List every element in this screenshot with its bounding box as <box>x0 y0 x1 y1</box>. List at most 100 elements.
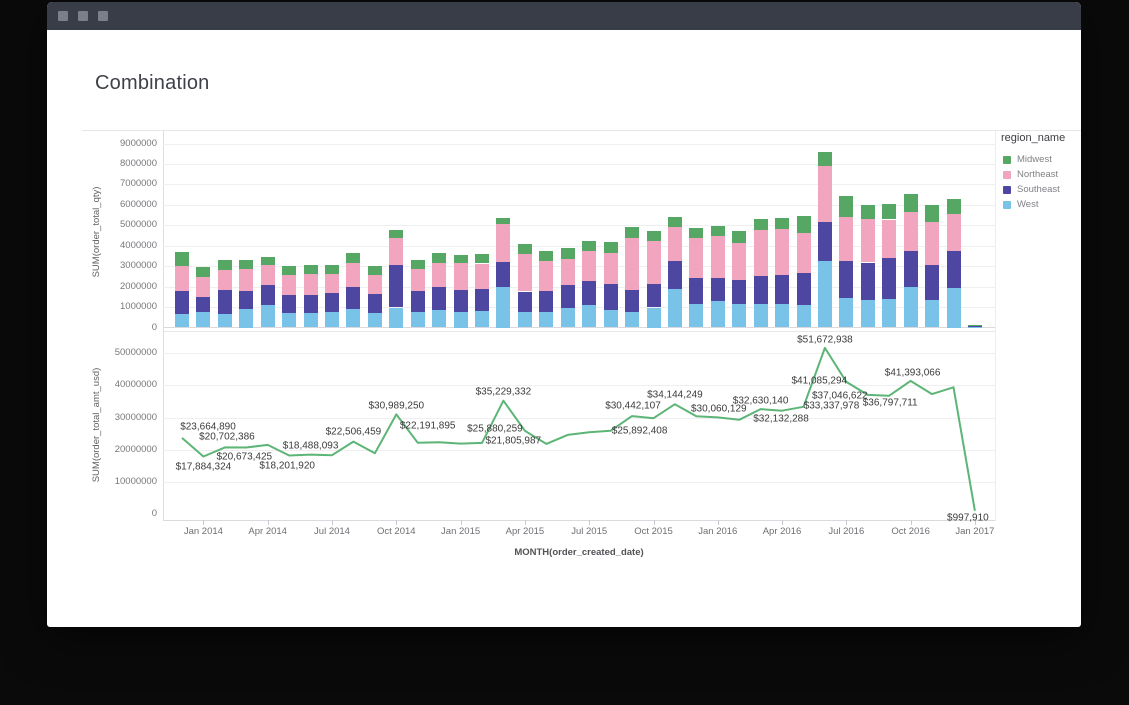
bar-feb-2016-west[interactable] <box>732 304 747 328</box>
bar-feb-2016-midwest[interactable] <box>732 231 747 244</box>
bar-oct-2014-southeast[interactable] <box>389 264 404 308</box>
bar-jun-2014-midwest[interactable] <box>303 264 318 275</box>
bar-jul-2016-northeast[interactable] <box>839 217 854 262</box>
bar-jul-2014-west[interactable] <box>325 312 339 328</box>
bar-jan-2016-northeast[interactable] <box>710 236 725 278</box>
bar-dec-2016-midwest[interactable] <box>946 199 961 215</box>
bar-nov-2016-southeast[interactable] <box>925 265 939 300</box>
window-control-square-icon[interactable] <box>78 11 88 21</box>
bar-aug-2014-midwest[interactable] <box>346 252 361 264</box>
bar-aug-2015-midwest[interactable] <box>603 241 618 253</box>
bar-oct-2016-midwest[interactable] <box>903 193 918 212</box>
bar-jan-2014-southeast[interactable] <box>196 297 211 313</box>
legend-item-northeast[interactable]: Northeast <box>1001 168 1065 183</box>
bar-jan-2017-southeast[interactable] <box>967 325 982 328</box>
bar-oct-2016-northeast[interactable] <box>903 211 918 251</box>
bar-mar-2016-midwest[interactable] <box>753 218 768 231</box>
bar-sep-2014-southeast[interactable] <box>367 293 382 314</box>
bar-apr-2016-northeast[interactable] <box>775 228 789 275</box>
bar-feb-2015-west[interactable] <box>475 310 489 328</box>
bar-nov-2014-southeast[interactable] <box>410 290 425 313</box>
bar-jun-2015-southeast[interactable] <box>560 284 575 309</box>
bar-jul-2015-northeast[interactable] <box>582 251 597 281</box>
bar-nov-2014-northeast[interactable] <box>410 269 425 291</box>
bar-mar-2014-midwest[interactable] <box>239 259 254 269</box>
bar-dec-2015-midwest[interactable] <box>689 228 704 239</box>
bar-jun-2014-northeast[interactable] <box>303 274 318 295</box>
bar-feb-2015-midwest[interactable] <box>475 253 489 264</box>
bar-may-2016-southeast[interactable] <box>796 273 811 305</box>
bar-jun-2015-midwest[interactable] <box>560 248 575 259</box>
bar-aug-2015-southeast[interactable] <box>603 283 618 310</box>
bar-mar-2014-northeast[interactable] <box>239 269 254 291</box>
bar-sep-2015-northeast[interactable] <box>625 237 639 290</box>
bar-nov-2015-northeast[interactable] <box>667 227 682 262</box>
bar-mar-2014-west[interactable] <box>239 308 254 328</box>
bar-dec-2013-southeast[interactable] <box>175 291 189 314</box>
bar-apr-2015-southeast[interactable] <box>517 291 532 313</box>
bar-mar-2015-midwest[interactable] <box>496 217 511 225</box>
bar-mar-2015-west[interactable] <box>496 287 511 328</box>
bar-jan-2015-southeast[interactable] <box>453 289 468 312</box>
bar-feb-2015-northeast[interactable] <box>475 263 489 289</box>
bar-jun-2015-west[interactable] <box>560 308 575 328</box>
bar-dec-2016-northeast[interactable] <box>946 214 961 252</box>
bar-sep-2015-southeast[interactable] <box>625 289 639 313</box>
bar-sep-2016-southeast[interactable] <box>882 258 897 299</box>
bar-aug-2016-northeast[interactable] <box>860 219 875 263</box>
bar-apr-2015-northeast[interactable] <box>517 254 532 292</box>
bar-sep-2014-northeast[interactable] <box>367 274 382 294</box>
bar-jan-2017-northeast[interactable] <box>967 325 982 326</box>
bar-jan-2016-midwest[interactable] <box>710 226 725 237</box>
bar-may-2015-northeast[interactable] <box>539 260 554 292</box>
bar-nov-2016-midwest[interactable] <box>925 204 939 222</box>
bar-apr-2016-southeast[interactable] <box>775 274 789 305</box>
bar-feb-2014-southeast[interactable] <box>217 289 232 314</box>
bar-dec-2014-northeast[interactable] <box>432 263 447 287</box>
bar-dec-2014-southeast[interactable] <box>432 286 447 311</box>
bar-aug-2016-midwest[interactable] <box>860 205 875 220</box>
bar-dec-2015-southeast[interactable] <box>689 278 704 305</box>
bar-may-2016-northeast[interactable] <box>796 233 811 274</box>
bar-mar-2016-southeast[interactable] <box>753 275 768 305</box>
bar-aug-2014-southeast[interactable] <box>346 287 361 310</box>
legend-item-west[interactable]: West <box>1001 198 1065 213</box>
bar-mar-2015-northeast[interactable] <box>496 224 511 263</box>
bar-mar-2016-northeast[interactable] <box>753 230 768 276</box>
bar-may-2014-southeast[interactable] <box>282 295 297 314</box>
bar-jul-2016-midwest[interactable] <box>839 196 854 218</box>
bar-oct-2015-southeast[interactable] <box>646 284 661 308</box>
bar-jan-2015-midwest[interactable] <box>453 254 468 264</box>
bar-jan-2015-west[interactable] <box>453 311 468 328</box>
bar-dec-2013-midwest[interactable] <box>175 252 189 266</box>
bar-jun-2016-northeast[interactable] <box>817 165 832 223</box>
bar-jun-2016-midwest[interactable] <box>817 152 832 166</box>
bar-jan-2014-midwest[interactable] <box>196 267 211 278</box>
bar-apr-2016-midwest[interactable] <box>775 218 789 229</box>
bar-sep-2014-west[interactable] <box>367 313 382 328</box>
bar-aug-2016-southeast[interactable] <box>860 262 875 301</box>
bar-dec-2014-midwest[interactable] <box>432 252 447 264</box>
bar-may-2016-midwest[interactable] <box>796 215 811 233</box>
bar-apr-2014-northeast[interactable] <box>260 265 275 286</box>
bar-jul-2014-northeast[interactable] <box>325 273 339 293</box>
bar-nov-2015-west[interactable] <box>667 288 682 328</box>
bar-jun-2016-west[interactable] <box>817 261 832 328</box>
bar-may-2015-midwest[interactable] <box>539 250 554 261</box>
bar-jan-2015-northeast[interactable] <box>453 263 468 290</box>
bar-jan-2016-west[interactable] <box>710 300 725 328</box>
bar-oct-2014-northeast[interactable] <box>389 237 404 265</box>
bar-feb-2015-southeast[interactable] <box>475 288 489 311</box>
bar-apr-2015-west[interactable] <box>517 312 532 328</box>
bar-nov-2016-northeast[interactable] <box>925 222 939 266</box>
bar-aug-2014-west[interactable] <box>346 309 361 328</box>
bar-nov-2015-midwest[interactable] <box>667 217 682 228</box>
bar-jul-2014-southeast[interactable] <box>325 292 339 313</box>
bar-aug-2014-northeast[interactable] <box>346 263 361 288</box>
bar-may-2015-west[interactable] <box>539 312 554 328</box>
bar-feb-2014-west[interactable] <box>217 313 232 328</box>
bar-jul-2014-midwest[interactable] <box>325 265 339 274</box>
bar-feb-2014-northeast[interactable] <box>217 270 232 290</box>
bar-jan-2017-midwest[interactable] <box>967 324 982 326</box>
bar-dec-2015-west[interactable] <box>689 304 704 328</box>
